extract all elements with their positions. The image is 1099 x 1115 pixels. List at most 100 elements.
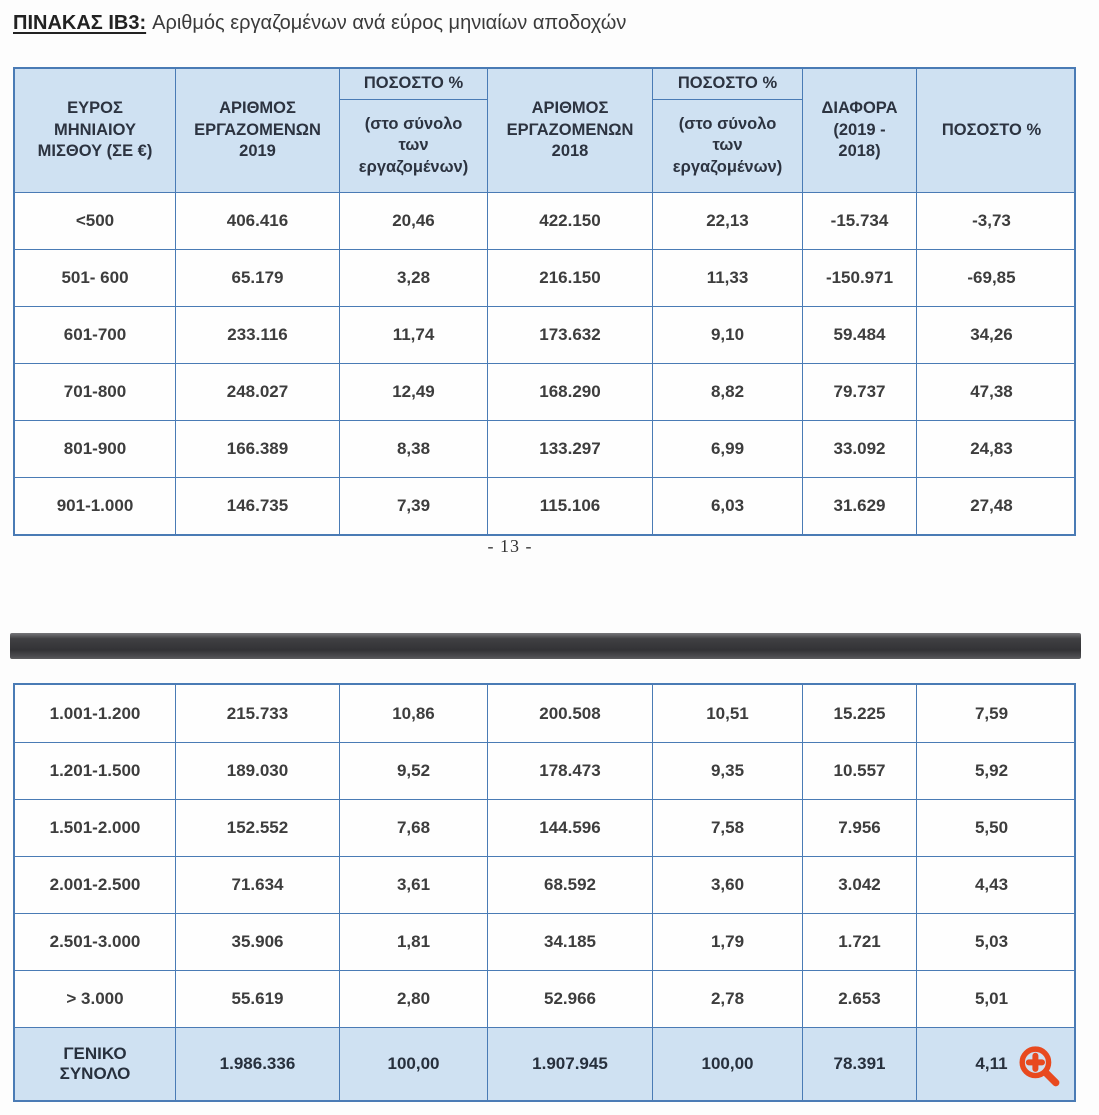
cell-workers-2018: 216.150 <box>487 250 652 306</box>
table-title-text: Αριθμός εργαζομένων ανά εύρος μηνιαίων α… <box>152 12 627 34</box>
cell-percent-2019: 11,74 <box>339 307 487 363</box>
cell-percent-2019: 7,68 <box>339 800 487 856</box>
cell-salary-range: 2.001-2.500 <box>49 875 141 894</box>
cell-salary-range: 1.001-1.200 <box>49 703 141 723</box>
cell-percent-change: 47,38 <box>916 364 1066 420</box>
page-number: - 13 - <box>487 536 533 556</box>
zoom-in-icon[interactable] <box>1015 1042 1063 1090</box>
total-percent-change: 4,11 <box>975 1054 1008 1073</box>
cell-difference: 3.042 <box>802 857 916 913</box>
cell-percent-2018: 6,03 <box>652 478 802 534</box>
cell-salary-range: 1.201-1.500 <box>49 761 141 780</box>
cell-percent-2018: 9,35 <box>652 743 802 799</box>
cell-percent-change: 24,83 <box>916 421 1066 477</box>
cell-workers-2019: 71.634 <box>175 857 339 913</box>
cell-difference: 1.721 <box>802 914 916 970</box>
table-row: 501- 600 65.179 3,28 216.150 11,33 -150.… <box>15 249 1074 306</box>
table-row: 1.501-2.000 152.552 7,68 144.596 7,58 7.… <box>15 799 1074 856</box>
table-header-row: ΕΥΡΟΣ ΜΗΝΙΑΙΟΥ ΜΙΣΘΟΥ (ΣΕ €) ΑΡΙΘΜΟΣ ΕΡΓ… <box>15 69 1074 192</box>
cell-workers-2018: 115.106 <box>487 478 652 534</box>
total-difference: 78.391 <box>802 1028 916 1100</box>
table-row: 1.201-1.500 189.030 9,52 178.473 9,35 10… <box>15 742 1074 799</box>
cell-workers-2019: 35.906 <box>175 914 339 970</box>
cell-workers-2018: 68.592 <box>487 857 652 913</box>
total-workers-2019: 1.986.336 <box>175 1028 339 1100</box>
cell-difference: 15.225 <box>802 685 916 742</box>
cell-percent-2018: 2,78 <box>652 971 802 1027</box>
header-salary-range: ΕΥΡΟΣ ΜΗΝΙΑΙΟΥ ΜΙΣΘΟΥ (ΣΕ €) <box>37 99 153 161</box>
cell-workers-2018: 52.966 <box>487 971 652 1027</box>
cell-percent-2018: 10,51 <box>652 685 802 742</box>
cell-percent-change: -69,85 <box>916 250 1066 306</box>
cell-percent-2018: 7,58 <box>652 800 802 856</box>
cell-percent-2019: 8,38 <box>339 421 487 477</box>
cell-percent-2019: 7,39 <box>339 478 487 534</box>
cell-workers-2019: 233.116 <box>175 307 339 363</box>
cell-percent-change: 27,48 <box>916 478 1066 534</box>
cell-workers-2019: 65.179 <box>175 250 339 306</box>
cell-difference: 59.484 <box>802 307 916 363</box>
cell-difference: 2.653 <box>802 971 916 1027</box>
cell-percent-2019: 20,46 <box>339 193 487 249</box>
cell-percent-change: 5,50 <box>916 800 1066 856</box>
total-percent-change-cell: 4,11 <box>916 1028 1066 1100</box>
cell-percent-2018: 1,79 <box>652 914 802 970</box>
header-percent-2019: ΠΟΣΟΣΤΟ % (στο σύνολο των εργαζομένων) <box>339 69 487 192</box>
cell-percent-2018: 8,82 <box>652 364 802 420</box>
table-title: ΠΙΝΑΚΑΣ ΙΒ3: Αριθμός εργαζομένων ανά εύρο… <box>13 12 626 35</box>
total-percent-2018: 100,00 <box>652 1028 802 1100</box>
cell-salary-range: 1.501-2.000 <box>49 818 141 837</box>
table-row: 901-1.000 146.735 7,39 115.106 6,03 31.6… <box>15 477 1074 534</box>
salary-table-bottom: 1.001-1.200 215.733 10,86 200.508 10,51 … <box>13 683 1076 1102</box>
page-break-bar <box>10 633 1081 659</box>
cell-percent-2018: 9,10 <box>652 307 802 363</box>
cell-percent-change: 5,01 <box>916 971 1066 1027</box>
cell-salary-range: 801-900 <box>63 439 127 458</box>
cell-workers-2019: 152.552 <box>175 800 339 856</box>
header-percent-2018-subtitle: (στο σύνολο των εργαζομένων) <box>672 114 783 176</box>
header-percent-2019-title: ΠΟΣΟΣΤΟ % <box>340 69 487 100</box>
cell-percent-change: 34,26 <box>916 307 1066 363</box>
cell-percent-2018: 6,99 <box>652 421 802 477</box>
total-label: ΓΕΝΙΚΟ ΣΥΝΟΛΟ <box>59 1044 131 1083</box>
cell-difference: 7.956 <box>802 800 916 856</box>
table-row: 801-900 166.389 8,38 133.297 6,99 33.092… <box>15 420 1074 477</box>
cell-workers-2019: 189.030 <box>175 743 339 799</box>
cell-percent-2018: 22,13 <box>652 193 802 249</box>
cell-workers-2019: 215.733 <box>175 685 339 742</box>
cell-salary-range: <500 <box>75 211 115 230</box>
header-percent-2018: ΠΟΣΟΣΤΟ % (στο σύνολο των εργαζομένων) <box>652 69 802 192</box>
cell-percent-change: 5,92 <box>916 743 1066 799</box>
header-percent-2018-title: ΠΟΣΟΣΤΟ % <box>653 69 802 100</box>
cell-workers-2018: 200.508 <box>487 685 652 742</box>
cell-percent-change: -3,73 <box>916 193 1066 249</box>
cell-difference: 10.557 <box>802 743 916 799</box>
cell-percent-2019: 10,86 <box>339 685 487 742</box>
header-workers-2018: ΑΡΙΘΜΟΣ ΕΡΓΑΖΟΜΕΝΩΝ 2018 <box>487 69 652 192</box>
cell-difference: 33.092 <box>802 421 916 477</box>
cell-workers-2018: 422.150 <box>487 193 652 249</box>
cell-workers-2018: 144.596 <box>487 800 652 856</box>
cell-percent-change: 5,03 <box>916 914 1066 970</box>
salary-table-top: ΕΥΡΟΣ ΜΗΝΙΑΙΟΥ ΜΙΣΘΟΥ (ΣΕ €) ΑΡΙΘΜΟΣ ΕΡΓ… <box>13 67 1076 536</box>
cell-difference: -15.734 <box>802 193 916 249</box>
cell-percent-2019: 12,49 <box>339 364 487 420</box>
table-row: 1.001-1.200 215.733 10,86 200.508 10,51 … <box>15 685 1074 742</box>
cell-salary-range: 501- 600 <box>61 268 129 287</box>
cell-percent-2019: 9,52 <box>339 743 487 799</box>
cell-workers-2019: 55.619 <box>175 971 339 1027</box>
cell-salary-range: 701-800 <box>63 382 127 401</box>
cell-difference: -150.971 <box>802 250 916 306</box>
table-title-label: ΠΙΝΑΚΑΣ ΙΒ3: <box>13 12 147 34</box>
table-row: <500 406.416 20,46 422.150 22,13 -15.734… <box>15 192 1074 249</box>
total-percent-2019: 100,00 <box>339 1028 487 1100</box>
cell-percent-change: 4,43 <box>916 857 1066 913</box>
cell-workers-2018: 168.290 <box>487 364 652 420</box>
cell-workers-2018: 34.185 <box>487 914 652 970</box>
cell-percent-change: 7,59 <box>916 685 1066 742</box>
cell-workers-2019: 406.416 <box>175 193 339 249</box>
table-row: > 3.000 55.619 2,80 52.966 2,78 2.653 5,… <box>15 970 1074 1027</box>
cell-salary-range: 2.501-3.000 <box>49 932 141 951</box>
cell-workers-2018: 133.297 <box>487 421 652 477</box>
